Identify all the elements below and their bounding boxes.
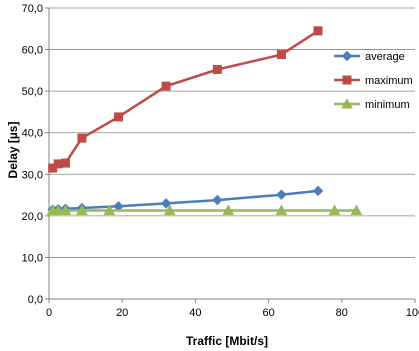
- legend: average maximum minimum: [334, 50, 413, 111]
- y-axis-title: Delay [µs]: [6, 122, 20, 179]
- x-tick-label: 20: [116, 307, 128, 319]
- data-point: [59, 204, 72, 215]
- data-point: [276, 50, 286, 60]
- legend-marker: [341, 50, 353, 62]
- y-tick-label: 10,0: [22, 252, 43, 264]
- legend-label: average: [365, 51, 405, 63]
- y-tick-label: 40,0: [22, 128, 43, 140]
- x-tick-label: 60: [262, 307, 274, 319]
- data-point: [161, 81, 171, 91]
- y-tick-label: 60,0: [22, 45, 43, 57]
- data-point: [350, 204, 363, 215]
- data-point: [60, 158, 70, 168]
- data-point: [160, 198, 172, 209]
- data-point: [163, 204, 176, 215]
- legend-marker: [342, 75, 352, 85]
- legend-item-average: average: [334, 50, 405, 63]
- data-point: [312, 185, 324, 197]
- legend-label: maximum: [365, 75, 413, 87]
- data-point: [53, 159, 63, 169]
- x-tick-label: 100: [406, 307, 419, 319]
- data-point: [103, 204, 116, 215]
- data-point: [52, 204, 64, 215]
- y-tick-label: 70,0: [22, 3, 43, 15]
- x-tick-label: 0: [46, 307, 52, 319]
- legend-item-minimum: minimum: [334, 97, 410, 111]
- y-tick-label: 20,0: [22, 211, 43, 223]
- legend-label: minimum: [365, 99, 410, 111]
- data-point: [313, 26, 323, 36]
- axes: 0,0 10,0 20,0 30,0 40,0 50,0 60,0 70,0 0 20 40 60 80…: [22, 3, 419, 319]
- series-minimum: [46, 204, 363, 215]
- gridlines: [49, 7, 415, 258]
- series-maximum: [48, 26, 323, 173]
- data-point: [328, 204, 341, 215]
- data-point: [212, 194, 223, 206]
- x-tick-label: 40: [189, 307, 201, 319]
- data-point: [212, 65, 222, 75]
- data-point: [276, 189, 287, 200]
- data-point: [77, 133, 87, 143]
- y-tick-label: 30,0: [22, 169, 43, 181]
- x-tick-label: 80: [336, 307, 348, 319]
- data-point: [275, 204, 288, 215]
- data-point: [114, 112, 124, 122]
- y-tick-label: 0,0: [28, 294, 43, 306]
- data-point: [76, 204, 88, 215]
- series-group: [46, 26, 363, 215]
- x-axis-title: Traffic [Mbit/s]: [186, 334, 268, 348]
- y-tick-label: 50,0: [22, 86, 43, 98]
- legend-marker: [341, 97, 353, 109]
- data-point: [222, 204, 235, 215]
- legend-item-maximum: maximum: [334, 75, 413, 87]
